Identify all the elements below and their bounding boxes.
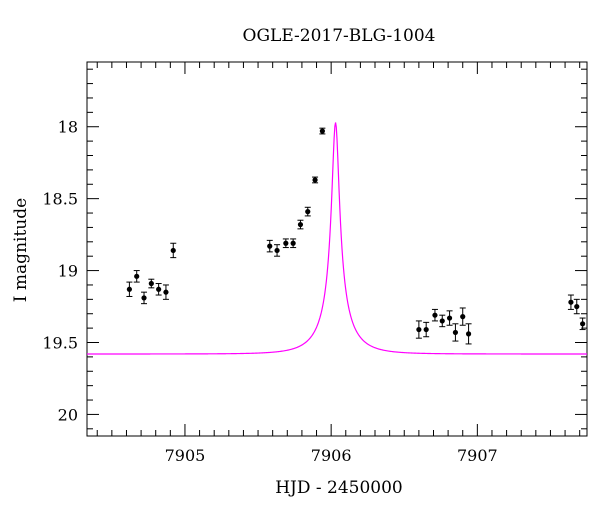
data-point <box>162 284 169 300</box>
data-marker <box>319 128 325 134</box>
data-point <box>133 270 140 283</box>
y-tick-label: 18 <box>58 118 78 137</box>
data-point <box>465 323 472 345</box>
data-point <box>126 281 133 297</box>
data-point <box>312 176 319 184</box>
data-point <box>319 127 326 135</box>
data-marker <box>452 329 459 336</box>
chart-title: OGLE-2017-BLG-1004 <box>243 26 436 46</box>
plot-frame <box>86 61 588 437</box>
data-point <box>141 291 148 305</box>
data-point <box>579 317 586 331</box>
data-marker <box>574 303 580 310</box>
data-point <box>155 283 162 296</box>
data-point <box>573 298 580 315</box>
data-marker <box>170 247 176 254</box>
data-point <box>431 308 438 322</box>
data-marker <box>283 240 289 246</box>
data-point <box>567 294 574 310</box>
data-point <box>266 239 273 253</box>
data-marker <box>416 326 422 333</box>
data-marker <box>432 312 438 318</box>
plot-area: 7905 7906 7907 18 18.5 19 19.5 20 <box>42 61 588 465</box>
data-point <box>452 323 459 342</box>
x-tick-label: 7905 <box>165 446 206 465</box>
x-axis-title: HJD - 2450000 <box>275 478 403 498</box>
data-marker <box>423 326 429 333</box>
data-point <box>439 314 446 328</box>
data-marker <box>439 318 445 324</box>
data-point <box>415 320 422 339</box>
y-tick-label: 19.5 <box>42 334 78 353</box>
data-point <box>290 238 297 249</box>
data-point <box>297 219 304 230</box>
data-point <box>459 307 466 326</box>
data-marker <box>141 295 147 301</box>
data-point <box>274 244 281 257</box>
y-axis-title: I magnitude <box>11 198 31 302</box>
data-point <box>304 206 311 217</box>
data-marker <box>126 286 132 292</box>
data-marker <box>305 209 311 215</box>
data-point <box>423 321 430 338</box>
data-marker <box>148 280 154 287</box>
plot-data-layer <box>87 122 587 355</box>
y-tick-label: 18.5 <box>42 190 78 209</box>
data-marker <box>163 289 169 295</box>
data-marker <box>568 299 574 305</box>
x-tick-label: 7907 <box>457 446 498 465</box>
data-point <box>170 242 177 259</box>
x-tick-label: 7906 <box>311 446 352 465</box>
data-marker <box>290 240 296 246</box>
data-marker <box>312 177 318 183</box>
data-marker <box>297 221 304 228</box>
data-marker <box>134 273 140 279</box>
y-tick-label: 19 <box>58 262 78 281</box>
data-point <box>282 238 289 249</box>
data-marker <box>267 243 273 249</box>
data-marker <box>156 286 162 292</box>
data-point <box>148 278 155 289</box>
y-tick-label: 20 <box>58 405 78 424</box>
data-marker <box>580 321 586 327</box>
model-curve <box>87 122 587 355</box>
data-marker <box>274 247 280 254</box>
data-marker <box>460 314 466 320</box>
data-point <box>446 310 453 326</box>
data-marker <box>465 331 472 337</box>
data-marker <box>446 315 453 321</box>
